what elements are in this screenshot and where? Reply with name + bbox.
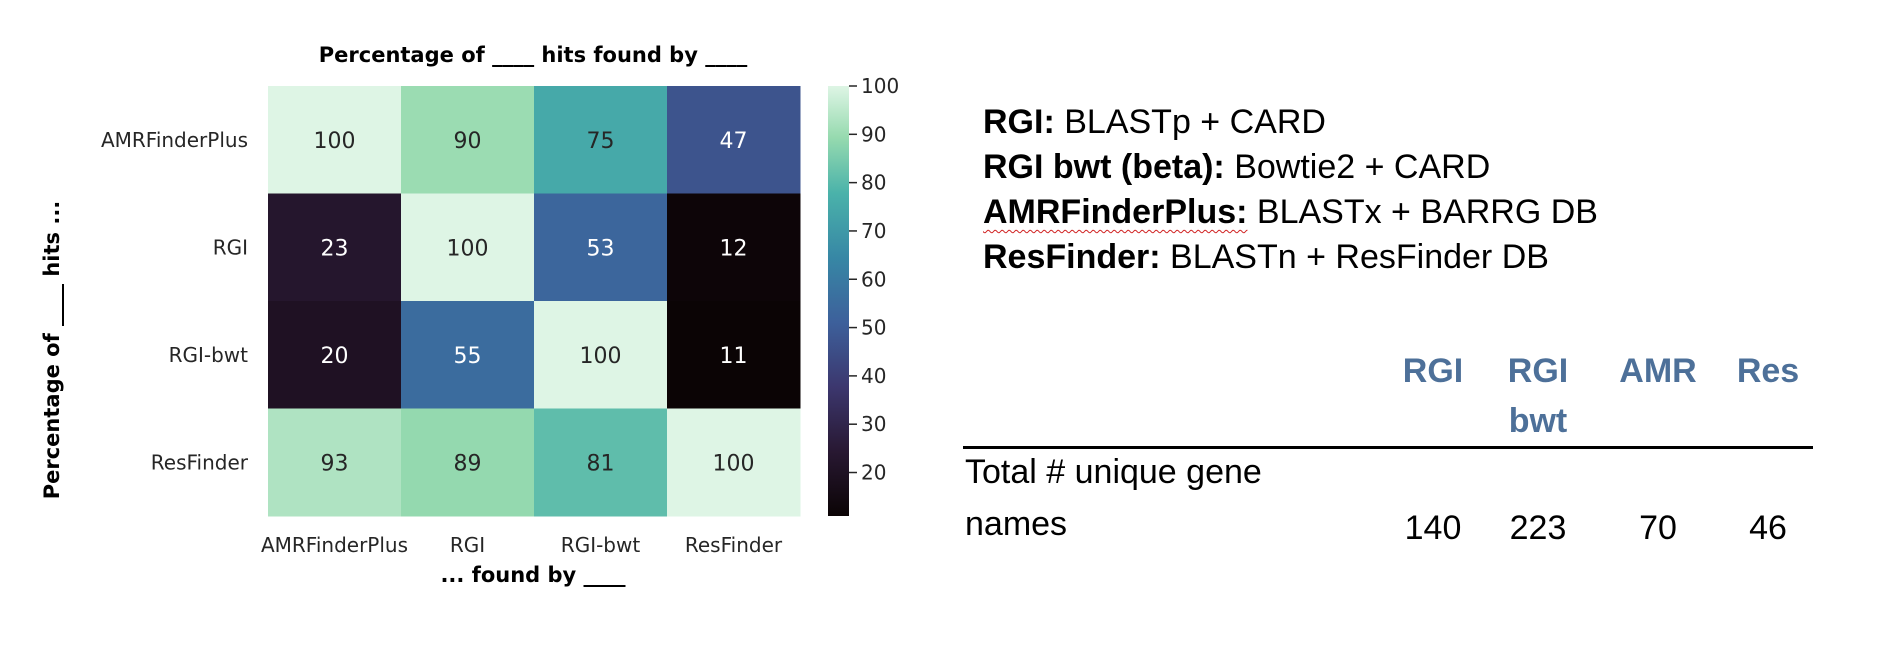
cell-value-label: 75	[587, 129, 615, 154]
heatmap-cell	[534, 193, 668, 302]
heatmap-cell	[401, 86, 535, 194]
heatmap-chart: Percentage of ____ hits found by ____ 10…	[40, 43, 899, 587]
row-label-line1: Total # unique gene	[965, 453, 1262, 491]
colorbar-tick-label: 20	[861, 461, 886, 485]
legend-line-rgi-bwt: RGI bwt (beta): Bowtie2 + CARD	[983, 145, 1598, 190]
x-tick-label: RGI	[450, 533, 485, 557]
x-tick-label: ResFinder	[685, 533, 783, 557]
cell-value-label: 100	[314, 129, 356, 154]
colorbar-tick-label: 30	[861, 412, 886, 436]
legend-value: Bowtie2 + CARD	[1224, 148, 1491, 186]
heatmap-cell	[534, 301, 668, 409]
heatmap-cell	[667, 86, 801, 194]
cell-value-label: 23	[321, 236, 349, 261]
heatmap-cell	[268, 408, 402, 517]
x-tick-label: AMRFinderPlus	[261, 533, 408, 557]
legend-key: RGI bwt (beta):	[983, 148, 1225, 186]
heatmap-cell	[401, 301, 535, 409]
cell-value-label: 81	[587, 451, 615, 476]
y-tick-label: ResFinder	[151, 450, 249, 474]
heatmap-cell	[268, 301, 402, 409]
legend-line-resfinder: ResFinder: BLASTn + ResFinder DB	[983, 235, 1598, 280]
value-amr: 70	[1639, 509, 1677, 547]
cell-value-label: 53	[587, 236, 615, 261]
column-header-line2: bwt	[1508, 402, 1568, 440]
cell-value-label: 90	[454, 129, 482, 154]
legend-key: AMRFinderPlus:	[983, 193, 1248, 231]
heatmap-cell	[268, 86, 402, 194]
column-header-line2: AMR	[1619, 352, 1697, 390]
cell-value-label: 11	[720, 344, 748, 369]
column-header-res: Res	[1728, 346, 1808, 396]
cell-value-label: 47	[720, 129, 748, 154]
heatmap-cell	[667, 193, 801, 302]
legend-value: BLASTx + BARRG DB	[1247, 193, 1598, 231]
x-axis-label: ... found by ____	[440, 563, 626, 587]
heatmap-cell	[667, 301, 801, 409]
legend-line-rgi: RGI: BLASTp + CARD	[983, 100, 1598, 145]
y-tick-label: RGI-bwt	[169, 343, 249, 367]
method-legend: RGI: BLASTp + CARD RGI bwt (beta): Bowti…	[983, 100, 1598, 280]
cell-value-label: 12	[720, 236, 748, 261]
y-tick-label: AMRFinderPlus	[101, 128, 248, 152]
heatmap-cell	[401, 408, 535, 517]
x-tick-label: RGI-bwt	[561, 533, 641, 557]
cell-value-label: 55	[454, 344, 482, 369]
colorbar-tick-label: 40	[861, 364, 886, 388]
colorbar-tick-label: 60	[861, 267, 886, 291]
legend-line-amrfinderplus: AMRFinderPlus: BLASTx + BARRG DB	[983, 190, 1598, 235]
row-label-line2: names	[965, 505, 1068, 543]
cell-value-label: 93	[321, 451, 349, 476]
cell-value-label: 100	[447, 236, 489, 261]
value-rgi-bwt: 223	[1509, 509, 1567, 547]
colorbar-tick-label: 80	[861, 171, 886, 195]
cell-value-label: 100	[580, 344, 622, 369]
column-header-amr: AMR	[1613, 346, 1703, 396]
heatmap-cell	[534, 86, 668, 194]
heatmap-cell	[667, 408, 801, 517]
y-tick-label: RGI	[213, 235, 248, 259]
colorbar-tick-label: 100	[861, 74, 899, 98]
table-rule	[963, 446, 1813, 449]
legend-value: BLASTn + ResFinder DB	[1160, 238, 1549, 276]
cell-value-label: 89	[454, 451, 482, 476]
heatmap-cell	[268, 193, 402, 302]
colorbar-tick-label: 50	[861, 316, 886, 340]
column-header-rgi-bwt: RGI bwt	[1498, 346, 1578, 446]
legend-value: BLASTp + CARD	[1054, 103, 1326, 141]
value-res: 46	[1749, 509, 1787, 547]
column-header-line2: Res	[1736, 352, 1800, 390]
colorbar	[828, 86, 849, 516]
chart-title: Percentage of ____ hits found by ____	[319, 43, 748, 67]
colorbar-tick-label: 90	[861, 122, 886, 146]
legend-key: ResFinder:	[983, 238, 1161, 276]
row-label: Total # unique gene names	[965, 446, 1325, 550]
cell-value-label: 100	[713, 451, 755, 476]
y-axis-label: Percentage of ____ hits ...	[40, 201, 64, 500]
heatmap-cell	[401, 193, 535, 302]
cell-value-label: 20	[321, 344, 349, 369]
column-header-line1: RGI	[1507, 352, 1569, 390]
legend-key: RGI:	[983, 103, 1055, 141]
colorbar-tick-label: 70	[861, 219, 886, 243]
column-header-rgi: RGI	[1393, 346, 1473, 396]
heatmap-cell	[534, 408, 668, 517]
summary-table: RGI RGI bwt AMR Res Total # unique gene …	[963, 320, 1813, 560]
value-rgi: 140	[1404, 509, 1462, 547]
column-header-line2: RGI	[1402, 352, 1464, 390]
